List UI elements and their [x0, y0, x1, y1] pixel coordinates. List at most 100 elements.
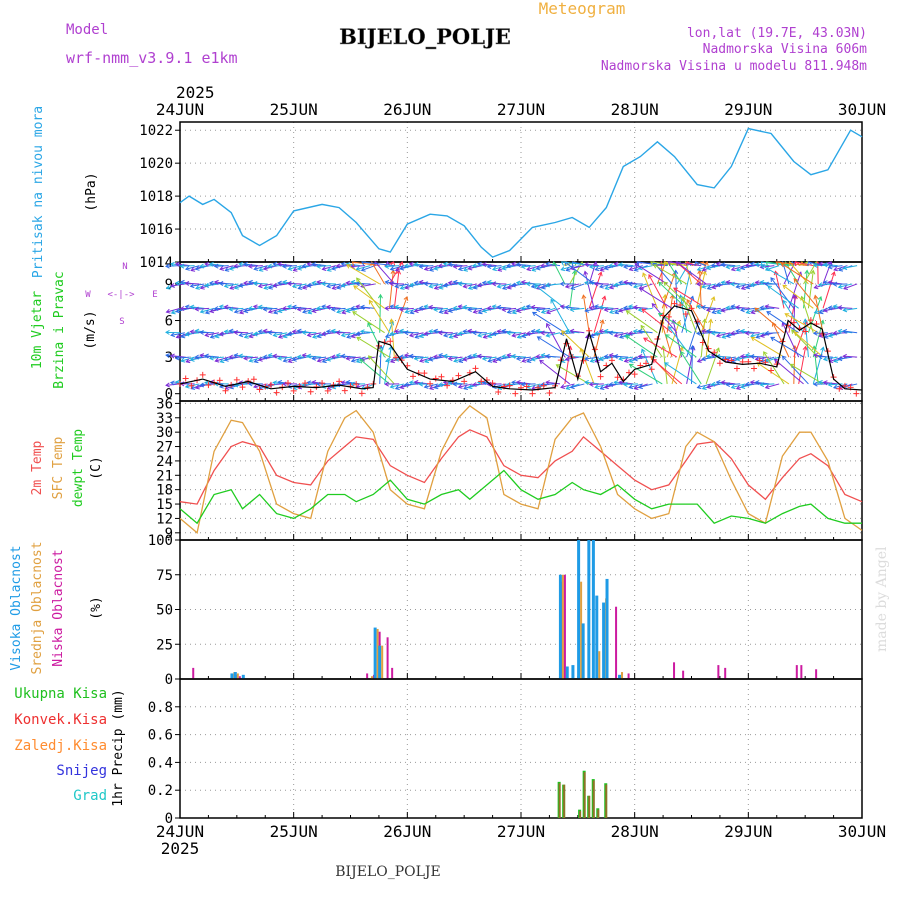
wind-arrow — [589, 265, 604, 268]
wind-arrow-head — [827, 261, 833, 266]
wind-arrow-head — [760, 264, 765, 269]
wind-arrow-head — [622, 305, 628, 311]
wind-speed-marker — [716, 360, 723, 367]
wind-arrow-head — [204, 332, 210, 338]
wind-arrow-head — [403, 353, 409, 358]
wind-arrow — [776, 261, 809, 267]
dewpt-ylabel: dewpt Temp — [71, 429, 86, 507]
wind-arrow-head — [194, 328, 200, 334]
wind-arrow-head — [218, 280, 224, 287]
pressure-panel: 1014 1016 1018 1020 1022 — [139, 121, 863, 271]
wind-arrow-head — [481, 308, 487, 313]
wind-arrow-head — [696, 330, 701, 336]
wind-arrow-head — [725, 382, 731, 388]
wind-arrow-head — [389, 318, 395, 324]
x-axis-top: 24JUN 25JUN 26JUN 27JUN 28JUN 29JUN 30JUN — [156, 100, 886, 119]
wind-arrow-head — [311, 355, 317, 361]
wind-arrow-head — [623, 358, 629, 363]
cloud-bar-high — [602, 602, 606, 679]
wind-arrow-head — [316, 263, 321, 269]
wind-arrow-head — [199, 284, 205, 290]
wind-arrow-head — [394, 385, 400, 390]
wind-speed-marker — [580, 357, 587, 364]
x-tick-label-top: 25JUN — [270, 100, 318, 119]
wind-arrow-head — [403, 263, 409, 269]
wind-arrow-head — [213, 279, 219, 285]
wind-arrow-head — [696, 304, 701, 310]
cloud-bar-high — [373, 627, 377, 679]
wind-arrow-head — [510, 282, 516, 288]
wind-arrow-head — [817, 261, 823, 267]
wind-arrow-head — [664, 334, 670, 339]
wind-arrow — [288, 265, 302, 270]
wind-arrow-head — [637, 328, 643, 334]
wind-arrow-head — [627, 304, 633, 310]
precip-bar-convective — [583, 772, 586, 818]
wind-arrow-head — [243, 333, 249, 339]
cloud-bar-high — [571, 665, 575, 679]
wind-arrow — [599, 283, 614, 288]
y-tick-label: 9 — [165, 277, 173, 293]
wind-arrow — [537, 336, 570, 358]
wind-arrow-head — [813, 294, 819, 300]
wind-arrow-head — [330, 306, 336, 312]
wind-arrow-head — [501, 354, 506, 360]
wind-arrow-head — [842, 353, 847, 359]
wind-arrow-head — [754, 307, 760, 313]
wind-arrow-head — [764, 266, 770, 272]
wind-arrow-head — [593, 330, 599, 336]
wind-arrow-head — [325, 329, 331, 335]
wind-arrow-head — [652, 264, 658, 269]
wind-arrow-head — [822, 356, 828, 362]
wind-arrow — [750, 332, 765, 337]
wind-arrow — [511, 355, 526, 358]
y-tick-label: 9 — [165, 526, 173, 542]
wind-arrow-head — [812, 381, 818, 387]
cloud-bar-high — [595, 595, 599, 679]
wind-arrow-head — [789, 363, 795, 369]
wind-arrow — [361, 383, 376, 390]
wind-arrow-head — [487, 333, 493, 339]
wind-arrow — [705, 347, 720, 385]
wind-speed-marker — [682, 311, 689, 318]
wind-arrow-head — [194, 354, 199, 360]
wind-arrow-head — [545, 353, 550, 359]
temp-unit: (C) — [89, 456, 104, 479]
cloud-low-ylabel: Niska Oblacnost — [51, 549, 66, 666]
wind-arrow — [234, 307, 249, 313]
wind-arrow-head — [306, 353, 312, 359]
wind-arrow — [526, 265, 541, 271]
wind-arrow-head — [184, 304, 190, 310]
footer-station: BIJELO_POLJE — [335, 864, 440, 880]
wind-arrow — [638, 265, 653, 270]
y-tick-label: 0 — [165, 387, 173, 403]
wind-arrow — [789, 261, 809, 285]
cloud-bar-mid — [381, 645, 384, 679]
wind-arrow-head — [628, 363, 634, 369]
wind-arrow-head — [603, 354, 609, 360]
wind-arrow-head — [316, 357, 322, 363]
wind-arrow-head — [209, 308, 215, 314]
wind-arrow-head — [496, 283, 502, 289]
wind-arrow — [253, 282, 268, 285]
wind-arrow-head — [447, 308, 453, 313]
wind-arrow-head — [194, 265, 200, 271]
wind-arrow-head — [326, 356, 331, 362]
wind-arrow-head — [428, 283, 434, 289]
x-tick-label-top: 27JUN — [497, 100, 545, 119]
wind-speed-marker — [284, 380, 291, 387]
wind-arrow-head — [413, 308, 419, 314]
wind-arrow-head — [535, 307, 541, 313]
wind-arrow-head — [706, 265, 711, 271]
wind-arrow — [791, 329, 819, 358]
wind-arrow-head — [448, 334, 454, 339]
wind-arrow-head — [330, 328, 336, 334]
wind-arrow-head — [720, 280, 726, 286]
wind-arrow-head — [165, 329, 170, 335]
wind-arrow — [676, 261, 707, 285]
wind-arrow — [356, 265, 371, 270]
wind-arrow-head — [238, 309, 244, 315]
wind-arrow-head — [233, 329, 238, 336]
wind-arrow — [838, 330, 853, 334]
